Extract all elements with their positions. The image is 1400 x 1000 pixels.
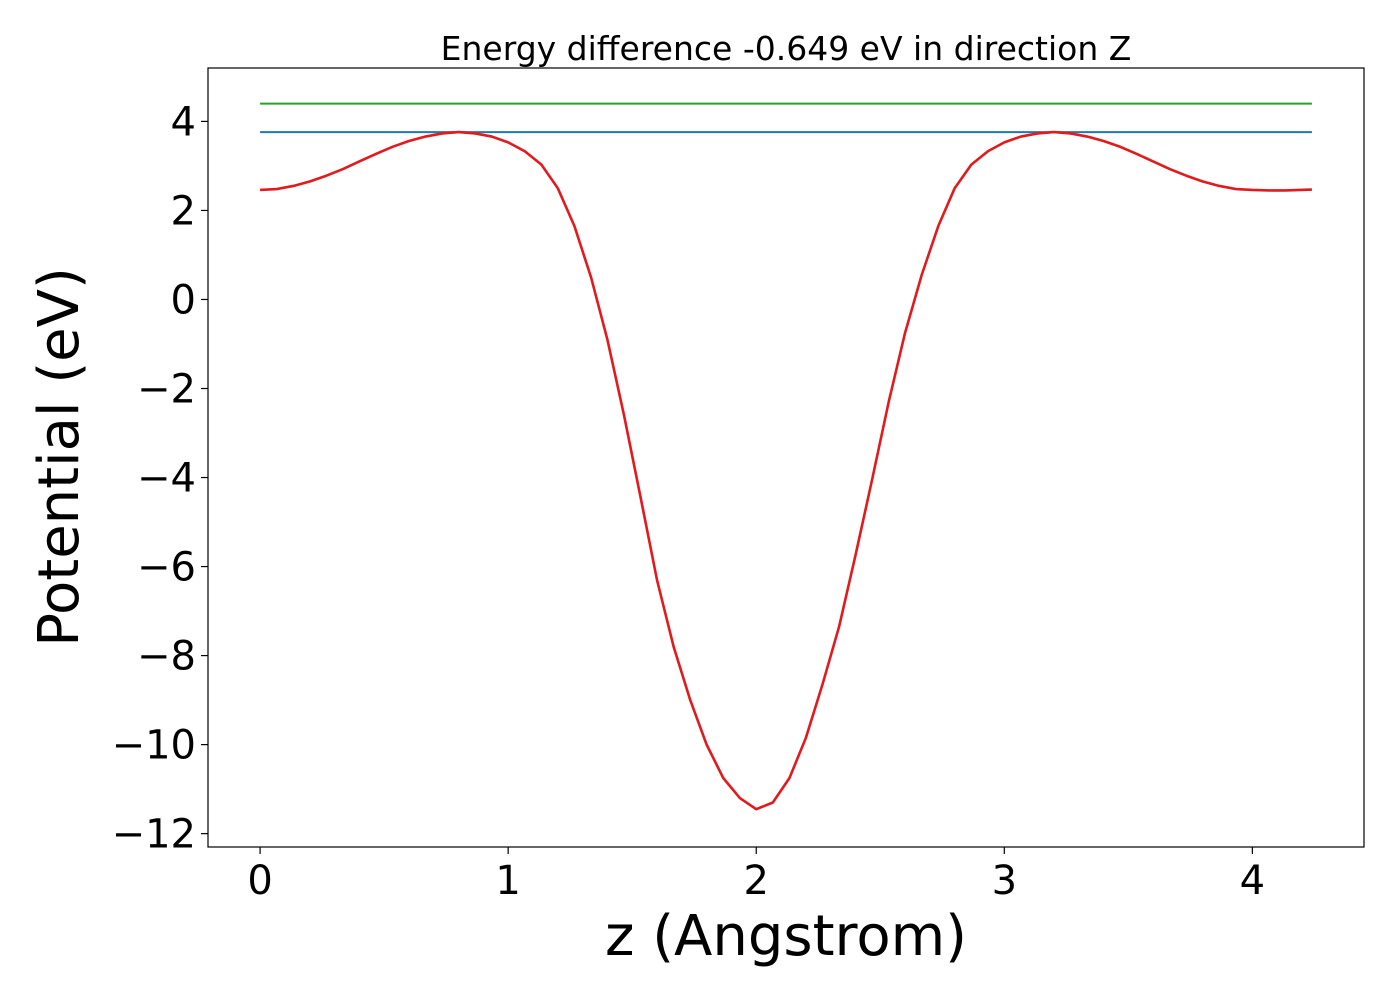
chart-title: Energy difference -0.649 eV in direction… — [441, 29, 1132, 68]
x-tick-label: 1 — [495, 858, 520, 904]
y-tick-label: −6 — [137, 545, 196, 591]
x-tick-label: 2 — [744, 858, 769, 904]
ticks-layer: 0 1 2 3 4 4 2 0 −2 −4 −6 −8 −10 −12 — [112, 99, 1266, 904]
series-layer — [260, 102, 1312, 811]
y-tick-label: −10 — [112, 723, 196, 769]
y-tick-label: −4 — [137, 456, 196, 502]
x-axis-label: z (Angstrom) — [605, 904, 967, 969]
x-tick-label: 0 — [247, 858, 272, 904]
y-tick-label: 0 — [171, 277, 196, 323]
y-tick-label: −2 — [137, 367, 196, 413]
series-line-3 — [260, 130, 1312, 811]
x-tick-label: 4 — [1240, 858, 1265, 904]
x-tick-label: 3 — [992, 858, 1017, 904]
plot-frame — [207, 67, 1365, 848]
y-tick-label: 4 — [171, 99, 196, 145]
y-tick-label: −12 — [112, 812, 196, 858]
y-tick-label: 2 — [171, 188, 196, 234]
y-tick-label: −8 — [137, 634, 196, 680]
y-axis-label: Potential (eV) — [27, 267, 92, 647]
